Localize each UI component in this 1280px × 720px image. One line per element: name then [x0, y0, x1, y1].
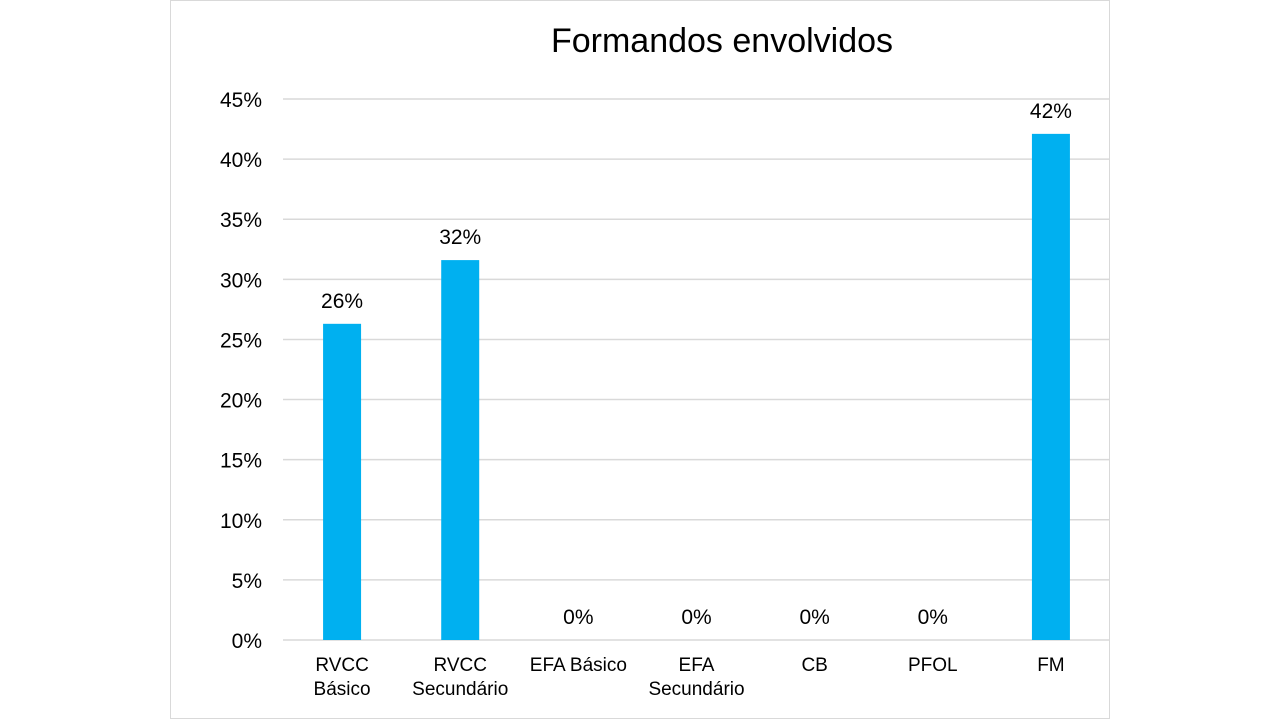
x-category-label: RVCC: [433, 655, 487, 676]
y-tick-label: 45%: [220, 89, 262, 112]
bar: [323, 323, 362, 640]
x-category-label: Básico: [314, 679, 371, 700]
data-label: 32%: [439, 226, 481, 249]
gridlines: [283, 98, 1110, 641]
y-tick-label: 20%: [220, 390, 262, 413]
data-label: 0%: [681, 606, 711, 629]
data-label: 0%: [918, 606, 948, 629]
data-labels: 26% 32% 0% 0% 0% 0% 42%: [321, 100, 1072, 629]
y-axis-tick-labels: 0% 5% 10% 15% 20% 25% 30% 35% 40% 45%: [220, 89, 262, 653]
y-tick-label: 15%: [220, 450, 262, 473]
x-category-label: EFA Básico: [530, 655, 627, 676]
y-tick-label: 0%: [232, 630, 262, 653]
x-category-label: EFA: [679, 655, 715, 676]
x-category-label: Secundário: [648, 679, 744, 700]
y-tick-label: 25%: [220, 329, 262, 352]
data-label: 0%: [563, 606, 593, 629]
data-label: 0%: [799, 606, 829, 629]
bar: [441, 260, 480, 640]
x-category-label: CB: [801, 655, 827, 676]
bar: [1031, 133, 1070, 640]
x-category-label: PFOL: [908, 655, 958, 676]
x-category-label: Secundário: [412, 679, 508, 700]
data-label: 42%: [1030, 100, 1072, 123]
x-category-label: RVCC: [315, 655, 369, 676]
y-tick-label: 30%: [220, 269, 262, 292]
y-tick-label: 40%: [220, 149, 262, 172]
data-label: 26%: [321, 290, 363, 313]
x-category-label: FM: [1037, 655, 1064, 676]
chart-title: Formandos envolvidos: [551, 22, 893, 60]
y-tick-label: 10%: [220, 510, 262, 533]
bars: [323, 133, 1070, 640]
y-tick-label: 35%: [220, 209, 262, 232]
x-axis-category-labels: RVCC Básico RVCC Secundário EFA Básico EFA Sec…: [314, 655, 1065, 700]
y-tick-label: 5%: [232, 570, 262, 593]
